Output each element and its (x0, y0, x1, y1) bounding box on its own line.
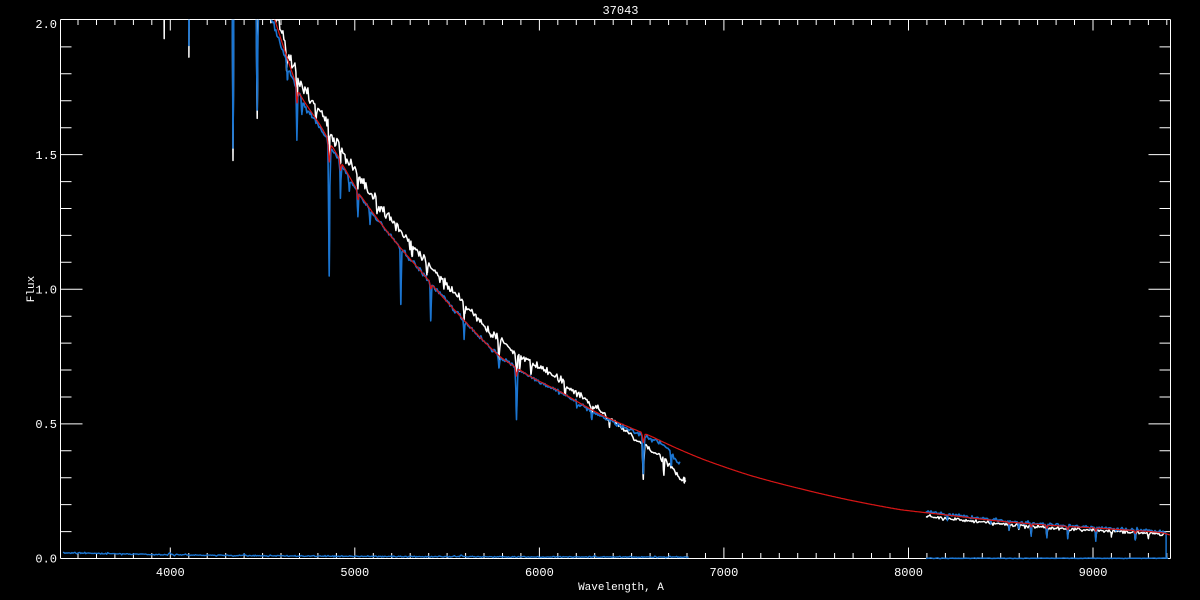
svg-text:8000: 8000 (894, 566, 923, 580)
svg-text:37043: 37043 (602, 4, 638, 18)
svg-text:1.5: 1.5 (35, 149, 57, 163)
svg-text:5000: 5000 (340, 566, 369, 580)
svg-text:4000: 4000 (156, 566, 185, 580)
svg-text:9000: 9000 (1079, 566, 1108, 580)
svg-text:1.0: 1.0 (35, 284, 57, 298)
svg-text:2.0: 2.0 (35, 18, 57, 32)
svg-text:0.0: 0.0 (35, 552, 57, 566)
svg-text:7000: 7000 (709, 566, 738, 580)
svg-text:Wavelength, A: Wavelength, A (578, 582, 664, 594)
svg-text:0.5: 0.5 (35, 418, 57, 432)
svg-text:6000: 6000 (525, 566, 554, 580)
svg-text:Flux: Flux (26, 275, 38, 302)
